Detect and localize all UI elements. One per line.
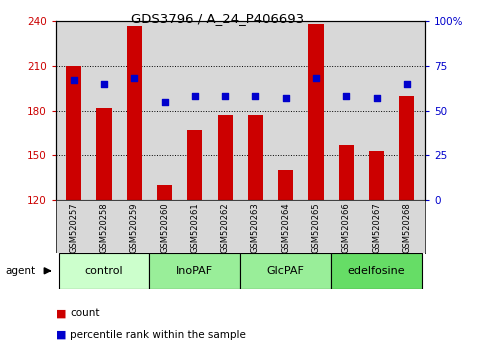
Point — [403, 81, 411, 87]
Bar — [331, 253, 422, 289]
Text: InoPAF: InoPAF — [176, 266, 213, 276]
Text: edelfosine: edelfosine — [348, 266, 405, 276]
Point — [191, 93, 199, 99]
Point — [342, 93, 350, 99]
Text: GSM520264: GSM520264 — [281, 202, 290, 253]
Point — [161, 99, 169, 104]
Bar — [248, 115, 263, 200]
Text: GSM520258: GSM520258 — [99, 202, 109, 253]
Point — [221, 93, 229, 99]
Bar — [187, 130, 202, 200]
Point — [100, 81, 108, 87]
Bar — [97, 108, 112, 200]
Bar — [241, 253, 331, 289]
Text: GSM520268: GSM520268 — [402, 202, 412, 253]
Text: ■: ■ — [56, 308, 66, 318]
Text: GSM520257: GSM520257 — [69, 202, 78, 253]
Text: GDS3796 / A_24_P406693: GDS3796 / A_24_P406693 — [131, 12, 304, 25]
Text: agent: agent — [6, 266, 36, 276]
Bar — [66, 66, 81, 200]
Text: GSM520261: GSM520261 — [190, 202, 199, 253]
Point — [252, 93, 259, 99]
Bar — [127, 26, 142, 200]
Text: GlcPAF: GlcPAF — [267, 266, 305, 276]
Point — [130, 76, 138, 81]
Bar — [369, 151, 384, 200]
Text: GSM520262: GSM520262 — [221, 202, 229, 253]
Bar — [217, 115, 233, 200]
Text: control: control — [85, 266, 123, 276]
Text: GSM520267: GSM520267 — [372, 202, 381, 253]
Bar — [339, 145, 354, 200]
Bar — [309, 24, 324, 200]
Point — [70, 78, 78, 83]
Text: GSM520263: GSM520263 — [251, 202, 260, 253]
Point — [373, 95, 381, 101]
Text: GSM520260: GSM520260 — [160, 202, 169, 253]
Bar — [278, 170, 293, 200]
Text: count: count — [70, 308, 99, 318]
Point — [282, 95, 290, 101]
Bar — [58, 253, 149, 289]
Text: GSM520266: GSM520266 — [342, 202, 351, 253]
Text: GSM520265: GSM520265 — [312, 202, 321, 253]
Point — [312, 76, 320, 81]
Text: percentile rank within the sample: percentile rank within the sample — [70, 330, 246, 339]
Text: ■: ■ — [56, 330, 66, 339]
Bar — [149, 253, 241, 289]
Bar — [399, 96, 414, 200]
Bar — [157, 185, 172, 200]
Text: GSM520259: GSM520259 — [130, 202, 139, 253]
